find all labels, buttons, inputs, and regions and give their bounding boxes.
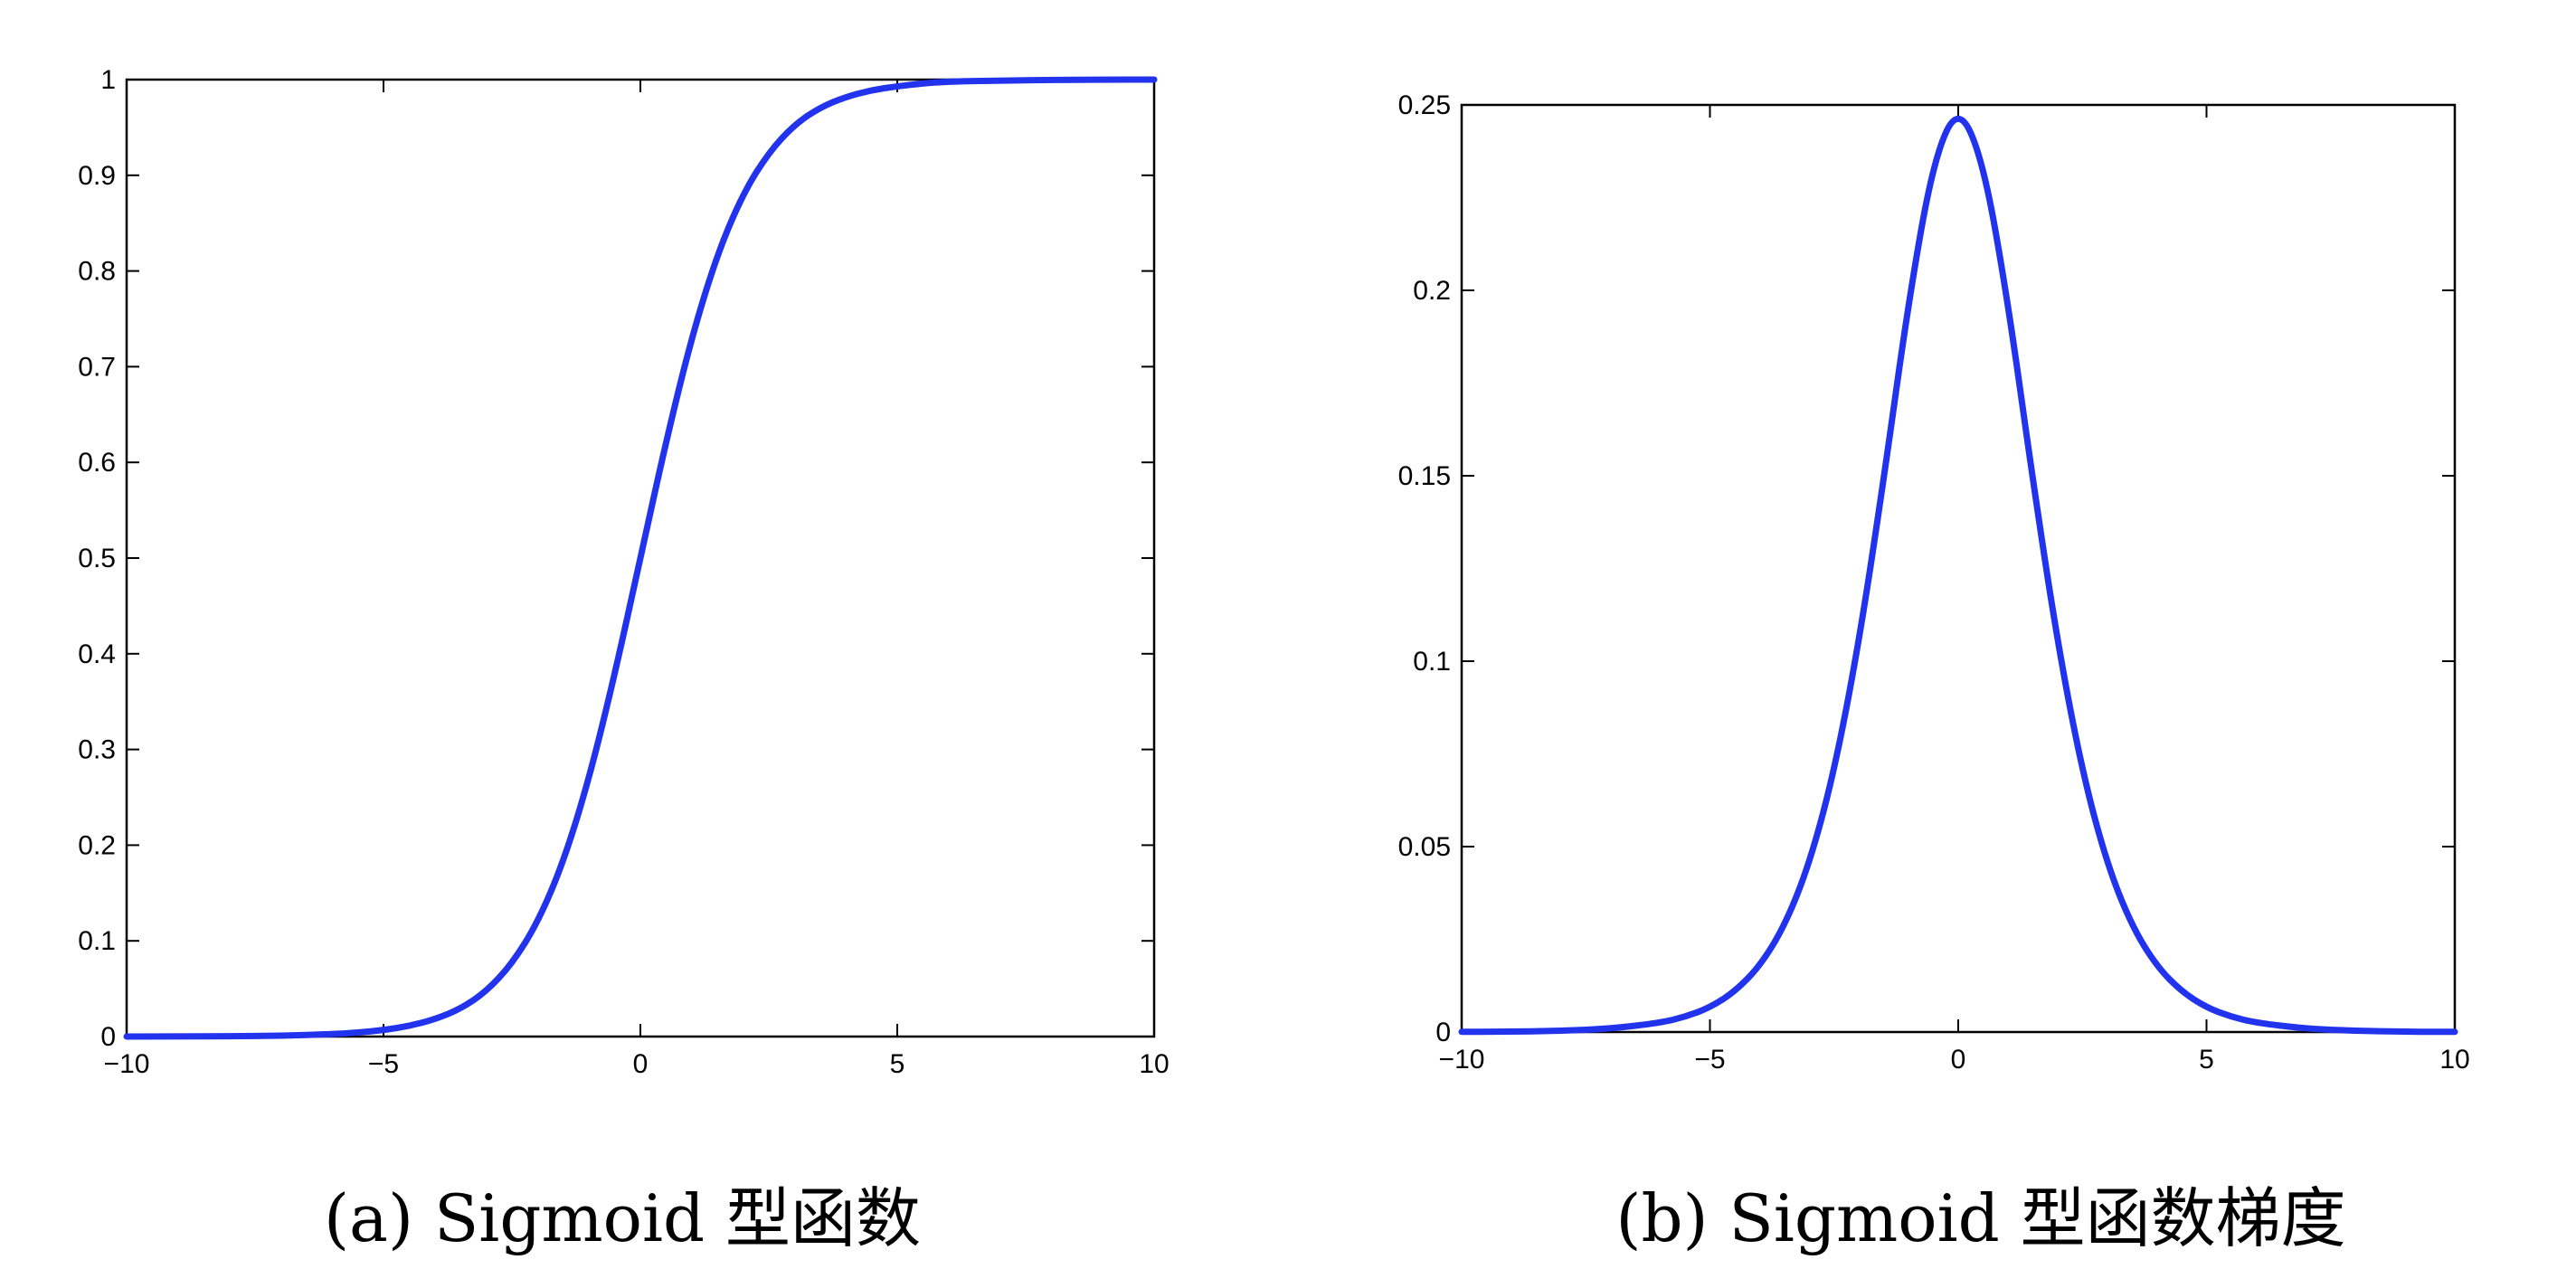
- sigmoid-x-tick-label: −5: [368, 1049, 399, 1079]
- sigmoid-ticks: [126, 79, 1155, 1037]
- sigmoid-x-tick-label: −10: [104, 1049, 150, 1079]
- gradient-x-tick-label: 10: [2439, 1045, 2469, 1075]
- sigmoid-y-tick-label: 0.5: [78, 544, 116, 573]
- sigmoid-x-tick-label: 5: [890, 1049, 905, 1079]
- sigmoid-y-tick-label: 0.2: [78, 830, 116, 860]
- sigmoid-gradient-chart: −10 −5 0 5 10 0 0.05 0.1 0.15 0.2 0.25 (b) Sigmoid…: [1398, 90, 2470, 1256]
- gradient-curve: [1458, 116, 2458, 1036]
- gradient-x-tick-label: 0: [1951, 1045, 1966, 1075]
- gradient-x-tick-label: −5: [1694, 1045, 1725, 1075]
- sigmoid-y-tick-label: 0.3: [78, 735, 116, 765]
- sigmoid-y-tick-label: 0.6: [78, 448, 116, 478]
- gradient-x-tick-label: −10: [1439, 1045, 1485, 1075]
- gradient-ticks: [1461, 104, 2456, 1033]
- sigmoid-y-tick-label: 0.4: [78, 639, 116, 669]
- gradient-y-tick-label: 0.25: [1398, 90, 1451, 120]
- sigmoid-y-tick-label: 0.1: [78, 926, 116, 956]
- sigmoid-curve: [123, 76, 1158, 1040]
- gradient-y-tick-label: 0.15: [1398, 461, 1451, 491]
- sigmoid-tick-labels: −10 −5 0 5 10 0 0.1 0.2 0.3 0.4 0.5 0.6 0.7 0.8 0.9 1: [78, 65, 1169, 1079]
- sigmoid-caption: (a) Sigmoid 型函数: [324, 1180, 921, 1256]
- gradient-y-tick-label: 0.1: [1413, 647, 1451, 677]
- sigmoid-y-tick-label: 0.7: [78, 352, 116, 382]
- gradient-caption: (b) Sigmoid 型函数梯度: [1615, 1180, 2345, 1256]
- sigmoid-y-tick-label: 0.8: [78, 257, 116, 287]
- gradient-plot-frame: [1460, 103, 2457, 1034]
- sigmoid-x-tick-label: 0: [633, 1049, 649, 1079]
- sigmoid-chart: −10 −5 0 5 10 0 0.1 0.2 0.3 0.4 0.5 0.6 0.7 0.8 0.9 1 (…: [78, 65, 1169, 1256]
- sigmoid-y-tick-label: 0.9: [78, 161, 116, 191]
- gradient-y-tick-label: 0: [1435, 1018, 1451, 1047]
- gradient-y-tick-label: 0.2: [1413, 276, 1451, 306]
- gradient-tick-labels: −10 −5 0 5 10 0 0.05 0.1 0.15 0.2 0.25: [1398, 90, 2470, 1075]
- gradient-y-tick-label: 0.05: [1398, 832, 1451, 862]
- sigmoid-x-tick-label: 10: [1139, 1049, 1169, 1079]
- sigmoid-y-tick-label: 0: [100, 1022, 116, 1052]
- gradient-x-tick-label: 5: [2199, 1045, 2214, 1075]
- sigmoid-y-tick-label: 1: [100, 65, 116, 95]
